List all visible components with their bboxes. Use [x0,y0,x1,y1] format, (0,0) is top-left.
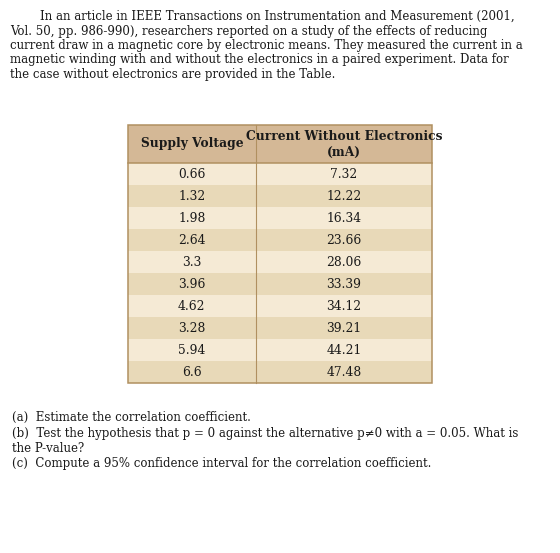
Text: 2.64: 2.64 [178,233,206,247]
Text: Vol. 50, pp. 986-990), researchers reported on a study of the effects of reducin: Vol. 50, pp. 986-990), researchers repor… [10,24,487,38]
Text: 7.32: 7.32 [330,168,357,180]
Text: Current Without Electronics: Current Without Electronics [246,130,442,143]
Text: 28.06: 28.06 [326,255,361,269]
Bar [128,125,432,163]
Text: 3.3: 3.3 [182,255,202,269]
Bar [128,273,432,295]
Text: (mA): (mA) [327,146,361,159]
Bar [128,317,432,339]
Bar [128,251,432,273]
Text: current draw in a magnetic core by electronic means. They measured the current i: current draw in a magnetic core by elect… [10,39,522,52]
Bar [128,163,432,185]
Text: 34.12: 34.12 [326,300,361,312]
Text: Supply Voltage: Supply Voltage [141,138,243,150]
Text: 44.21: 44.21 [326,343,361,357]
Text: (c)  Compute a 95% confidence interval for the correlation coefficient.: (c) Compute a 95% confidence interval fo… [12,457,431,471]
Text: (b)  Test the hypothesis that p = 0 against the alternative p≠0 with a = 0.05. W: (b) Test the hypothesis that p = 0 again… [12,426,519,440]
Bar [128,361,432,383]
Text: 6.6: 6.6 [182,366,202,378]
Bar [128,207,432,229]
Text: 12.22: 12.22 [326,190,361,202]
Text: 5.94: 5.94 [178,343,206,357]
Text: 3.96: 3.96 [178,278,206,290]
Text: the P-value?: the P-value? [12,442,84,455]
Text: 33.39: 33.39 [326,278,361,290]
Bar [128,339,432,361]
Text: In an article in IEEE Transactions on Instrumentation and Measurement (2001,: In an article in IEEE Transactions on In… [10,10,515,23]
Bar [128,125,432,383]
Text: (a)  Estimate the correlation coefficient.: (a) Estimate the correlation coefficient… [12,411,251,424]
Text: 1.32: 1.32 [178,190,206,202]
Text: 16.34: 16.34 [326,211,361,225]
Bar [128,295,432,317]
Text: 4.62: 4.62 [178,300,206,312]
Bar [128,185,432,207]
Bar [128,229,432,251]
Text: the case without electronics are provided in the Table.: the case without electronics are provide… [10,68,335,81]
Text: 39.21: 39.21 [326,321,361,335]
Text: 1.98: 1.98 [178,211,206,225]
Text: magnetic winding with and without the electronics in a paired experiment. Data f: magnetic winding with and without the el… [10,54,508,66]
Text: 3.28: 3.28 [178,321,206,335]
Text: 0.66: 0.66 [178,168,206,180]
Text: 47.48: 47.48 [326,366,361,378]
Text: 23.66: 23.66 [326,233,361,247]
